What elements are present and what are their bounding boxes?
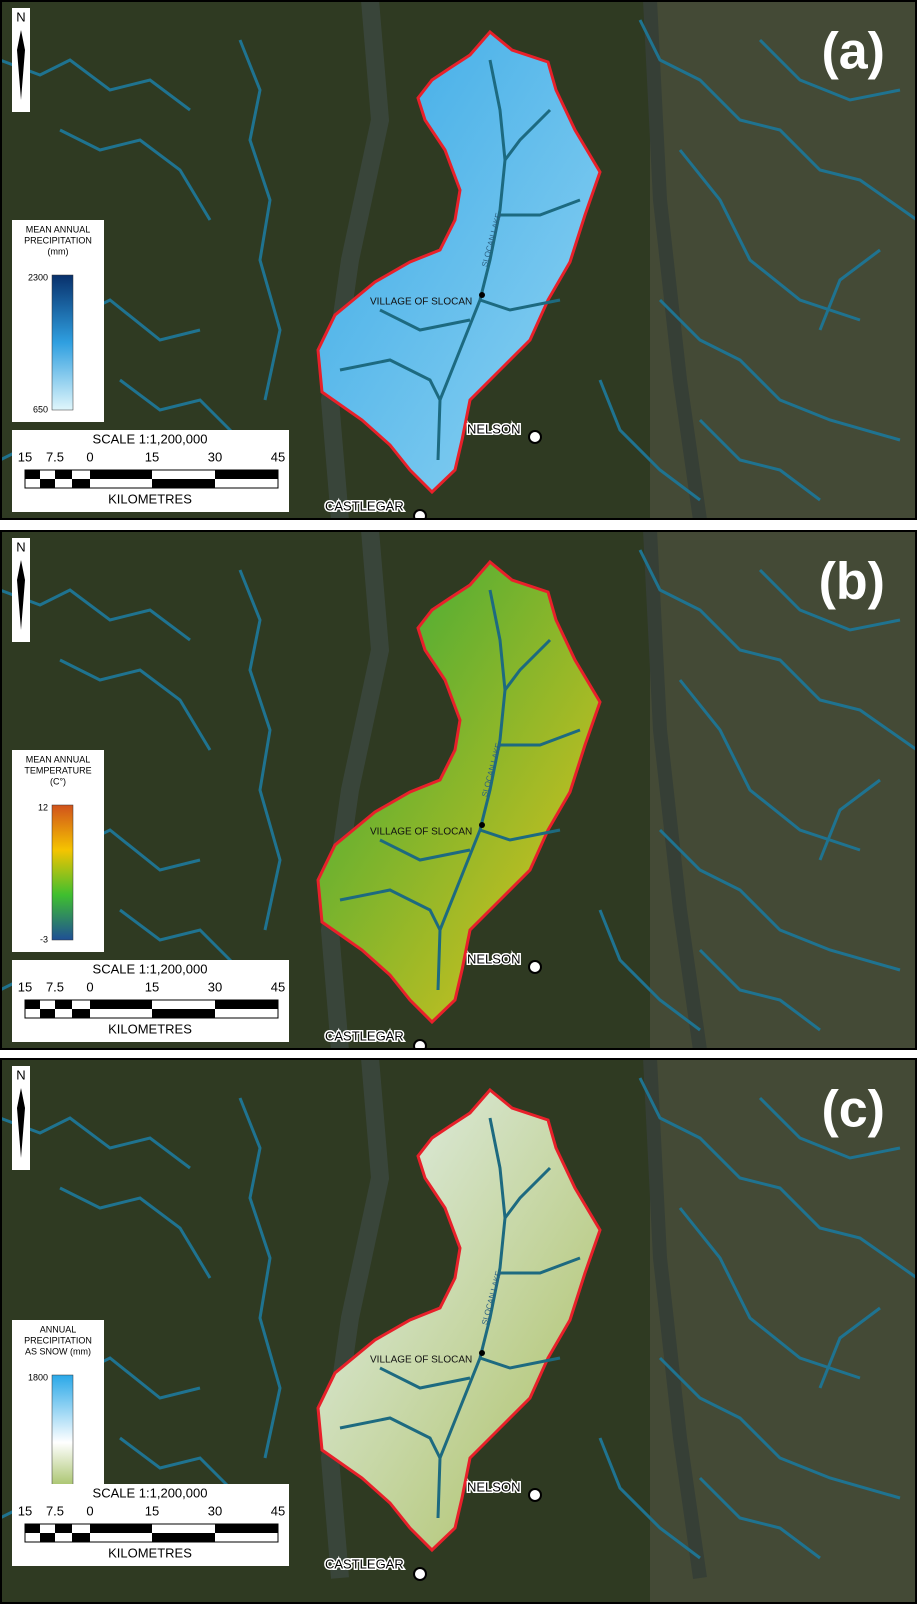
scale-tick: 15 — [145, 979, 159, 994]
legend-title: ANNUAL — [40, 1324, 77, 1334]
place-label: VILLAGE OF SLOCAN — [370, 1355, 472, 1366]
scale-unit: KILOMETRES — [108, 1545, 192, 1560]
legend-title: PRECIPITATION — [24, 1335, 92, 1345]
scale-tick: 7.5 — [46, 449, 64, 464]
scale-title: SCALE 1:1,200,000 — [93, 961, 208, 976]
north-label: N — [16, 539, 25, 554]
place-dot — [529, 1489, 541, 1501]
scale-tick: 30 — [208, 449, 222, 464]
place-dot — [479, 822, 485, 828]
legend-title: PRECIPITATION — [24, 235, 92, 245]
legend-title: AS SNOW (mm) — [25, 1346, 91, 1356]
place-dot — [414, 510, 426, 522]
scale-segment — [55, 1000, 72, 1009]
legend-title: TEMPERATURE — [24, 765, 91, 775]
place-label: CASTLEGAR — [325, 1556, 404, 1571]
scale-segment — [152, 479, 215, 488]
scale-segment — [40, 1533, 55, 1542]
place-label: VILLAGE OF SLOCAN — [370, 297, 472, 308]
legend-title: (mm) — [48, 246, 69, 256]
figure: SLOCAN LAKEVILLAGE OF SLOCANNELSONCASTLE… — [0, 0, 917, 1604]
scale-tick: 0 — [86, 449, 93, 464]
place-label: NELSON — [467, 421, 520, 436]
scale-segment — [25, 1524, 40, 1533]
panel-content: SLOCAN LAKEVILLAGE OF SLOCANNELSONCASTLE… — [0, 0, 917, 522]
scale-tick: 7.5 — [46, 1503, 64, 1518]
legend-bar — [52, 805, 73, 940]
scale-tick: 15 — [145, 449, 159, 464]
scale-segment — [40, 479, 55, 488]
panel-label: (b) — [819, 553, 885, 611]
scale-segment — [152, 1009, 215, 1018]
scale-tick: 15 — [18, 1503, 32, 1518]
scale-tick: 0 — [86, 979, 93, 994]
scale-tick: 30 — [208, 1503, 222, 1518]
legend-max: 1800 — [28, 1372, 48, 1382]
scale-tick: 45 — [271, 979, 285, 994]
place-dot — [414, 1040, 426, 1052]
scale-tick: 45 — [271, 1503, 285, 1518]
scale-segment — [215, 470, 278, 479]
legend-title: MEAN ANNUAL — [26, 224, 91, 234]
scale-segment — [25, 1000, 40, 1009]
legend-max: 2300 — [28, 272, 48, 282]
scale-unit: KILOMETRES — [108, 491, 192, 506]
scale-title: SCALE 1:1,200,000 — [93, 1485, 208, 1500]
place-label: NELSON — [467, 1479, 520, 1494]
north-label: N — [16, 1067, 25, 1082]
scale-segment — [90, 470, 152, 479]
scale-title: SCALE 1:1,200,000 — [93, 431, 208, 446]
scale-segment — [152, 1533, 215, 1542]
scale-tick: 0 — [86, 1503, 93, 1518]
panel-content: SLOCAN LAKEVILLAGE OF SLOCANNELSONCASTLE… — [0, 530, 917, 1052]
scale-tick: 45 — [271, 449, 285, 464]
legend-title: MEAN ANNUAL — [26, 754, 91, 764]
map-panel: SLOCAN LAKEVILLAGE OF SLOCANNELSONCASTLE… — [0, 1058, 917, 1604]
place-dot — [529, 961, 541, 973]
scale-tick: 15 — [18, 449, 32, 464]
scale-segment — [72, 1533, 90, 1542]
panel-label: (c) — [821, 1081, 885, 1139]
scale-segment — [215, 1000, 278, 1009]
scale-tick: 15 — [145, 1503, 159, 1518]
scale-segment — [90, 1000, 152, 1009]
scale-segment — [55, 470, 72, 479]
scale-segment — [25, 470, 40, 479]
scale-tick: 30 — [208, 979, 222, 994]
scale-segment — [90, 1524, 152, 1533]
place-label: CASTLEGAR — [325, 1028, 404, 1043]
scale-segment — [72, 479, 90, 488]
legend-min: -3 — [40, 934, 48, 944]
scale-segment — [40, 1009, 55, 1018]
place-dot — [479, 292, 485, 298]
legend-title: (C°) — [50, 776, 66, 786]
scale-segment — [55, 1524, 72, 1533]
north-label: N — [16, 9, 25, 24]
place-label: VILLAGE OF SLOCAN — [370, 827, 472, 838]
scale-segment — [72, 1009, 90, 1018]
place-dot — [479, 1350, 485, 1356]
place-label: CASTLEGAR — [325, 498, 404, 513]
scale-segment — [215, 1524, 278, 1533]
legend-min: 650 — [33, 404, 48, 414]
panel-label: (a) — [821, 23, 885, 81]
scale-tick: 7.5 — [46, 979, 64, 994]
place-dot — [414, 1568, 426, 1580]
scale-tick: 15 — [18, 979, 32, 994]
place-label: NELSON — [467, 951, 520, 966]
scale-unit: KILOMETRES — [108, 1021, 192, 1036]
legend-max: 12 — [38, 802, 48, 812]
place-dot — [529, 431, 541, 443]
legend-bar — [52, 275, 73, 410]
